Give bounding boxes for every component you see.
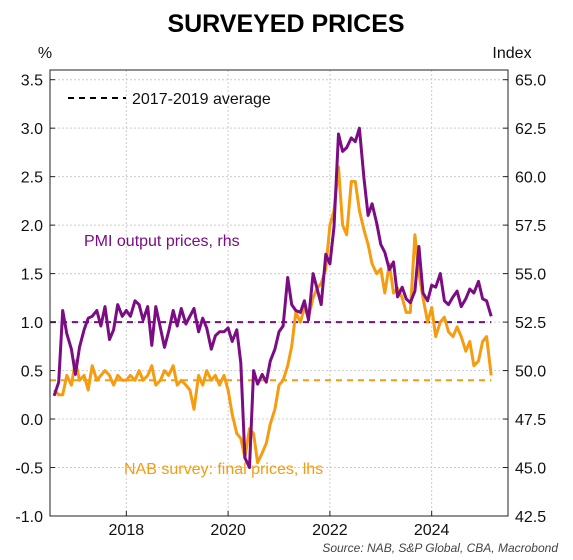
plot-frame — [49, 69, 509, 517]
right-tick-label: 52.5 — [515, 315, 546, 332]
nab-series-line — [53, 165, 493, 465]
right-tick-label: 60.0 — [515, 170, 546, 187]
series — [52, 126, 493, 469]
left-axis-unit: % — [38, 45, 52, 62]
left-tick-label: 1.0 — [21, 315, 43, 332]
left-tick-label: -0.5 — [15, 461, 43, 478]
x-tick-label: 2020 — [210, 522, 246, 539]
left-tick-label: -1.0 — [15, 509, 43, 526]
pmi-series-label: PMI output prices, rhs — [84, 233, 240, 250]
chart-title: SURVEYED PRICES — [167, 10, 404, 38]
grid — [50, 70, 508, 517]
left-tick-labels: 3.5 3.0 2.5 2.0 1.5 1.0 0.5 0.0 -0.5 -1.0 — [15, 73, 55, 526]
legend-avg-label: 2017-2019 average — [132, 91, 271, 108]
left-tick-label: 3.5 — [21, 73, 43, 90]
right-tick-label: 47.5 — [515, 412, 546, 429]
right-tick-label: 65.0 — [515, 73, 546, 90]
right-axis-unit: Index — [492, 45, 531, 62]
right-tick-label: 55.0 — [515, 267, 546, 284]
left-tick-label: 0.5 — [21, 364, 43, 381]
right-tick-label: 45.0 — [515, 461, 546, 478]
right-tick-labels: 65.0 62.5 60.0 57.5 55.0 52.5 50.0 47.5 45.0 42.5 — [503, 73, 546, 526]
x-tick-label: 2018 — [109, 522, 145, 539]
pmi-series-line — [52, 126, 493, 469]
x-tick-label: 2024 — [414, 522, 450, 539]
left-tick-label: 3.0 — [21, 121, 43, 138]
left-tick-label: 1.5 — [21, 267, 43, 284]
nab-series-label: NAB survey: final prices, lhs — [124, 461, 323, 478]
left-tick-label: 0.0 — [21, 412, 43, 429]
left-tick-label: 2.0 — [21, 218, 43, 235]
average-lines — [50, 321, 492, 382]
right-tick-label: 62.5 — [515, 121, 546, 138]
right-tick-label: 50.0 — [515, 364, 546, 381]
right-tick-label: 42.5 — [515, 509, 546, 526]
x-tick-labels: 2018 2020 2022 2024 — [109, 511, 450, 539]
source-note: Source: NAB, S&P Global, CBA, Macrobond — [322, 541, 558, 555]
right-tick-label: 57.5 — [515, 218, 546, 235]
x-tick-label: 2022 — [312, 522, 348, 539]
left-tick-label: 2.5 — [21, 170, 43, 187]
